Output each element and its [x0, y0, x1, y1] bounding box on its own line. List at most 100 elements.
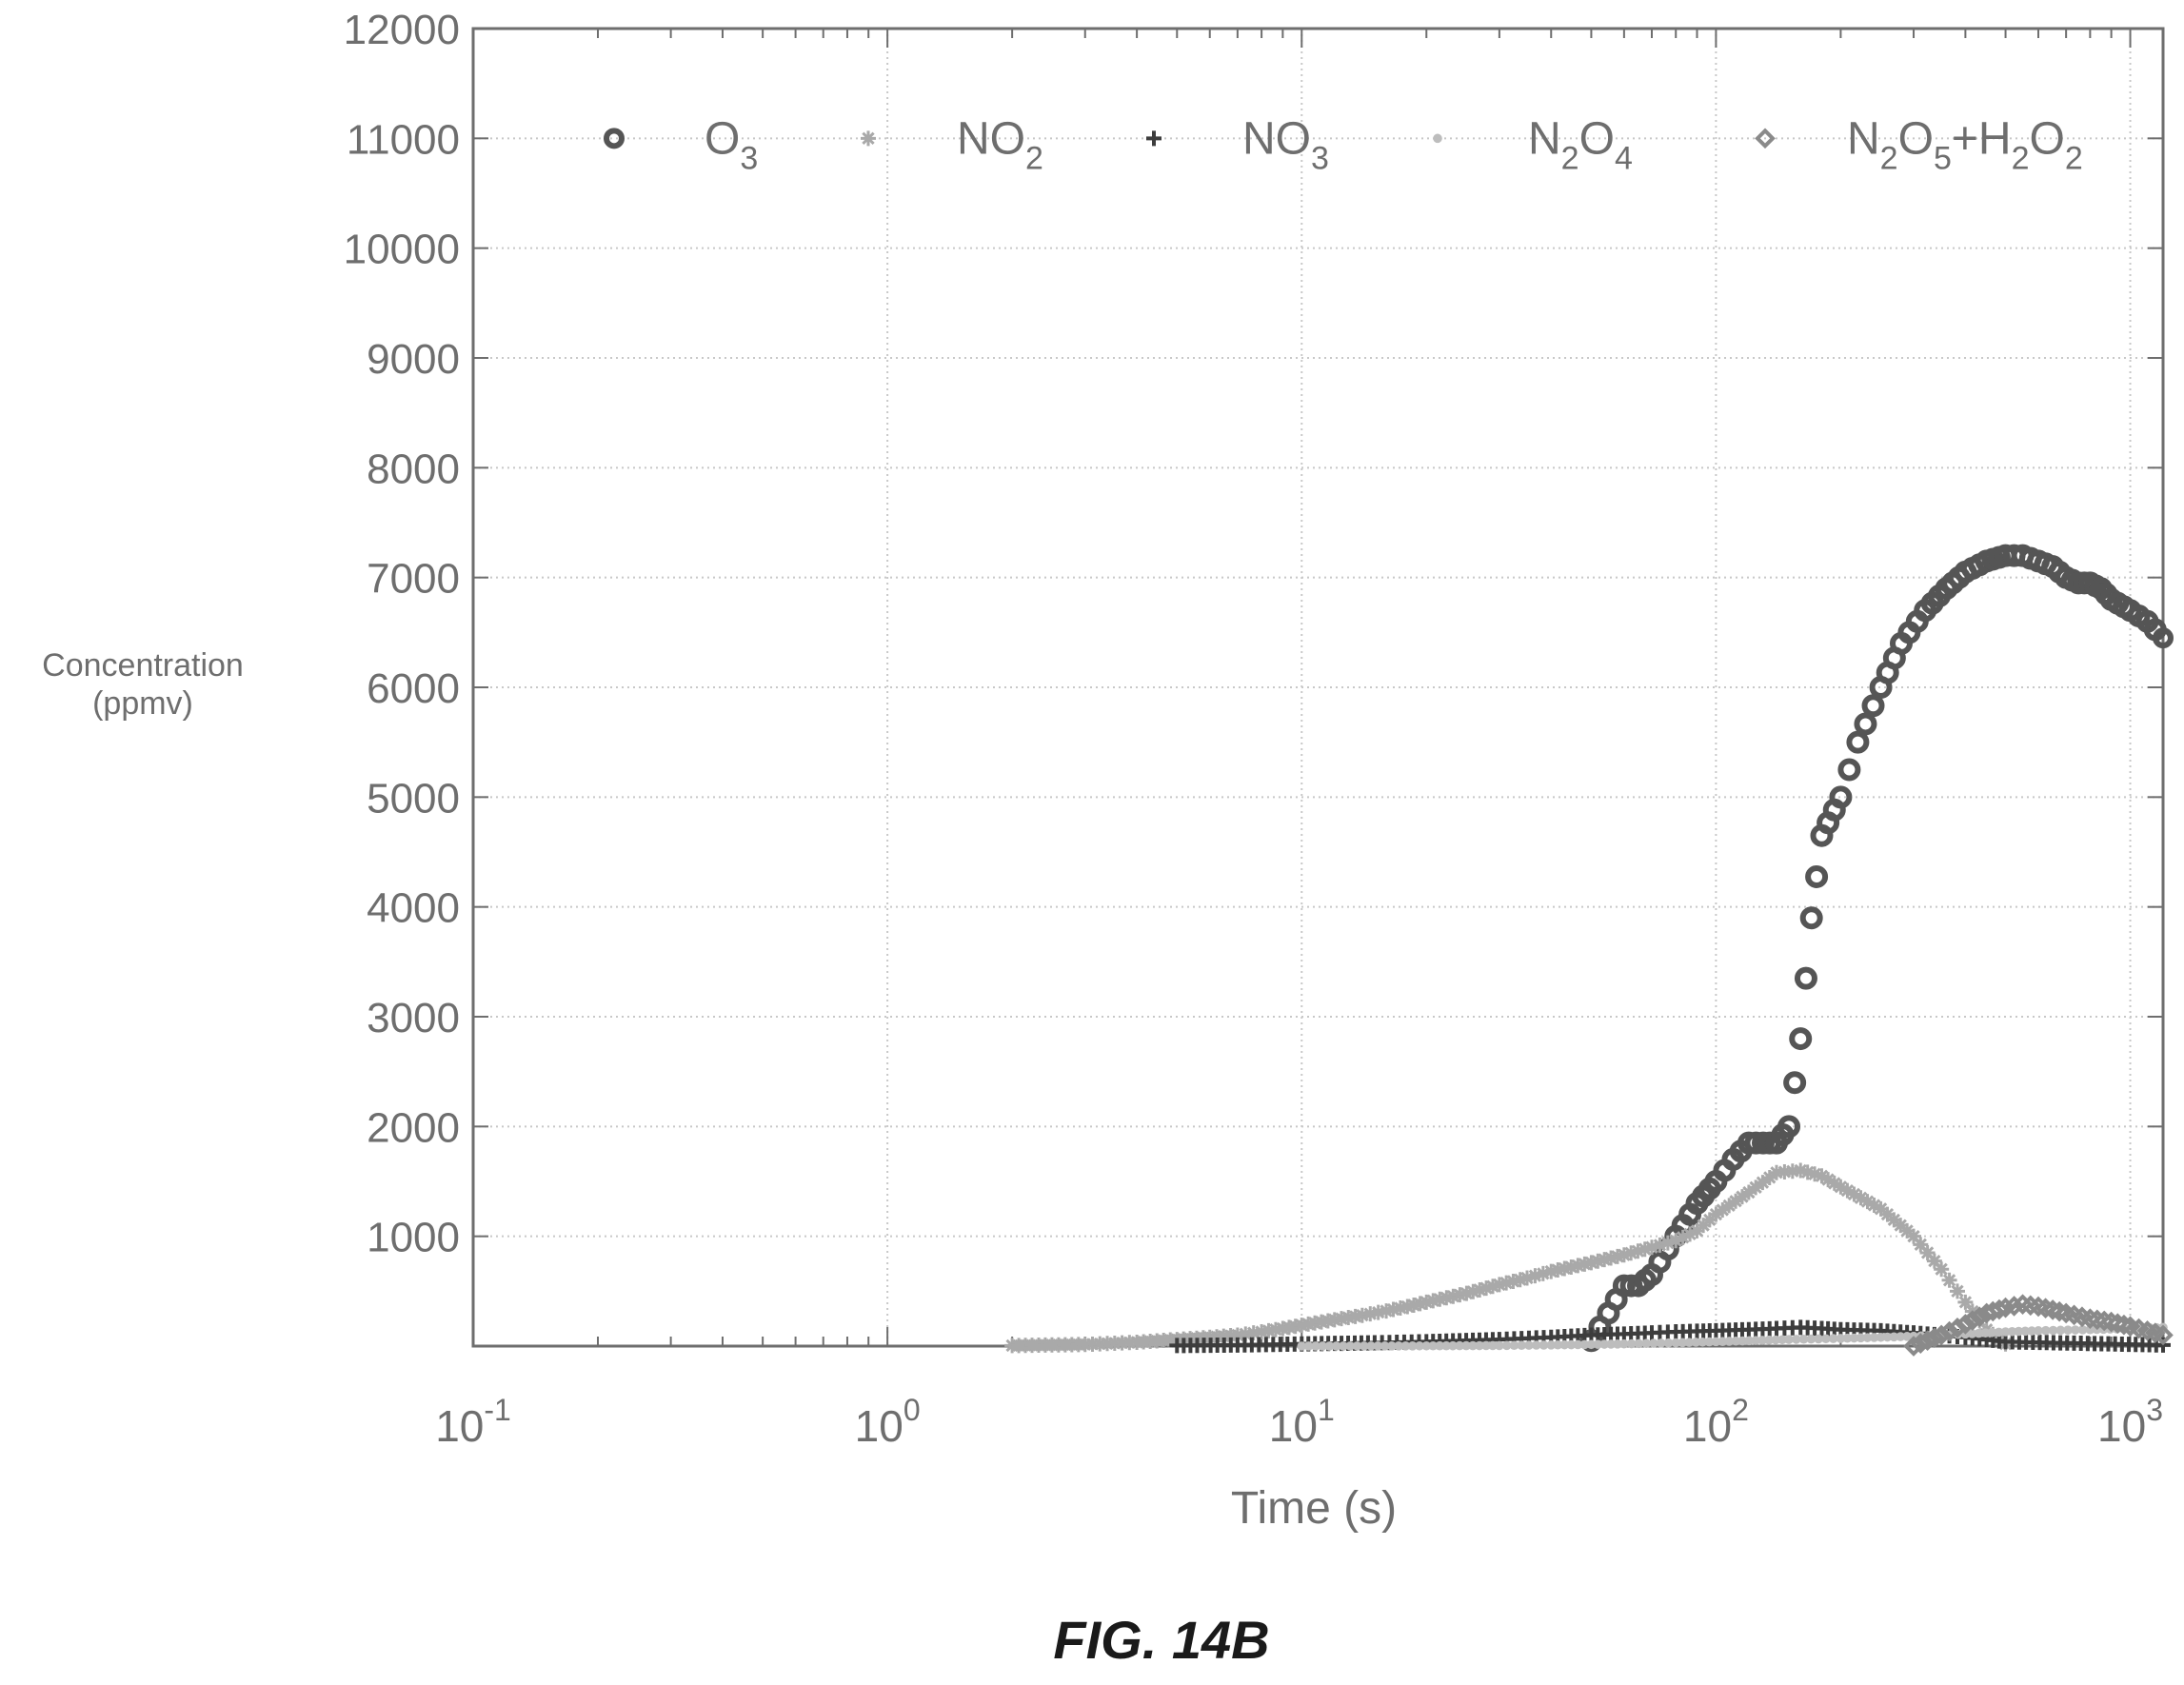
data-point: [1861, 694, 1885, 718]
data-point: [1799, 906, 1823, 930]
x-tick-label: 102: [1683, 1393, 1749, 1451]
y-tick-label: 9000: [367, 336, 460, 383]
data-point: [1708, 1206, 1724, 1222]
data-point: [2014, 1326, 2024, 1337]
data-point: [1445, 1288, 1461, 1304]
data-point: [1318, 1341, 1327, 1351]
y-tick-label: 1000: [367, 1215, 460, 1261]
data-point: [1794, 966, 1817, 990]
data-point: [1853, 1190, 1869, 1206]
x-tick-label: 103: [2097, 1393, 2163, 1451]
data-point: [1926, 1253, 1942, 1269]
data-point: [1586, 1339, 1597, 1350]
data-point: [1689, 1222, 1705, 1239]
legend-label: N2O5+H2O2: [1847, 113, 2083, 176]
data-point: [1472, 1281, 1488, 1298]
data-point: [1701, 1212, 1717, 1228]
data-point: [1777, 1115, 1801, 1139]
data-point: [1550, 1262, 1566, 1279]
data-point: [1603, 1250, 1619, 1266]
data-point: [1668, 1233, 1684, 1249]
data-point: [1833, 1179, 1849, 1195]
data-point: [1637, 1241, 1653, 1258]
data-point: [1987, 1327, 1997, 1338]
data-point: [1324, 1341, 1335, 1351]
data-point: [1370, 1304, 1386, 1320]
data-point: [1439, 1290, 1455, 1306]
x-axis-title: Time (s): [1231, 1483, 1397, 1534]
legend-entry-NO2: NO2: [861, 113, 1043, 176]
x-tick-label: 101: [1269, 1393, 1335, 1451]
data-point: [1731, 1336, 1741, 1346]
data-point: [1777, 1335, 1787, 1345]
data-point: [1886, 1212, 1902, 1228]
data-point: [1519, 1270, 1536, 1286]
data-point: [1783, 1071, 1807, 1095]
data-point: [1957, 1294, 1974, 1310]
data-point: [1768, 1164, 1784, 1180]
data-point: [2055, 1325, 2066, 1336]
data-point: [1448, 1340, 1458, 1351]
data-point: [1590, 1253, 1606, 1269]
data-point: [1297, 1341, 1307, 1351]
data-point: [1791, 1335, 1801, 1344]
data-point: [1524, 1340, 1534, 1350]
data-point: [1619, 1338, 1629, 1349]
data-point: [1345, 1341, 1356, 1351]
data-point: [1623, 1245, 1639, 1261]
data-point: [1583, 1255, 1599, 1271]
data-point: [1535, 1265, 1551, 1281]
data-point: [1407, 1340, 1418, 1351]
data-point: [1724, 1337, 1735, 1346]
data-point: [1799, 1164, 1816, 1180]
data-point: [1634, 1338, 1644, 1349]
data-point: [2003, 1296, 2025, 1317]
data-point: [1570, 1258, 1586, 1274]
data-point: [1394, 1341, 1403, 1351]
data-point: [1484, 1279, 1500, 1295]
data-point: [1539, 1340, 1549, 1350]
legend-label: N2O4: [1528, 113, 1633, 176]
data-point: [1609, 1248, 1625, 1264]
data-point: [1491, 1277, 1507, 1293]
data-point: [1980, 1328, 1991, 1338]
data-point: [1684, 1338, 1695, 1347]
data-point: [1784, 1163, 1800, 1180]
data-point: [1488, 1340, 1498, 1351]
data-point: [1421, 1340, 1432, 1351]
data-point: [1941, 1272, 1957, 1288]
data-point: [1527, 1268, 1543, 1284]
data-point: [1846, 730, 1870, 754]
data-point: [1934, 1261, 1950, 1278]
legend-label: NO3: [1242, 113, 1329, 176]
data-point: [2153, 627, 2174, 649]
data-point: [1412, 1296, 1428, 1312]
data-point: [1764, 1335, 1774, 1345]
data-point: [1882, 1332, 1893, 1342]
data-point: [1761, 1169, 1777, 1185]
data-point: [1967, 1329, 1977, 1338]
data-point: [1461, 1340, 1471, 1351]
data-point: [1854, 712, 1877, 736]
data-point: [1859, 1194, 1876, 1210]
data-point: [1400, 1298, 1416, 1315]
data-point: [1405, 1297, 1421, 1313]
data-point: [1777, 1164, 1793, 1180]
data-point: [1751, 1336, 1761, 1345]
data-point: [1557, 1260, 1573, 1277]
data-point: [1820, 1172, 1837, 1188]
data-point: [1836, 1334, 1846, 1343]
y-tick-label: 2000: [367, 1104, 460, 1151]
data-point: [1459, 1285, 1475, 1301]
data-point: [1432, 1291, 1448, 1307]
data-point: [1481, 1340, 1491, 1351]
data-point: [1435, 1340, 1444, 1351]
data-point: [1379, 1303, 1395, 1319]
legend-marker: [1433, 133, 1442, 144]
data-point: [1828, 1334, 1838, 1343]
data-point: [1415, 1340, 1424, 1351]
data-point: [1889, 1332, 1899, 1342]
series-N2O5+H2O2: [1903, 1294, 2174, 1357]
data-point: [1955, 1314, 1976, 1335]
